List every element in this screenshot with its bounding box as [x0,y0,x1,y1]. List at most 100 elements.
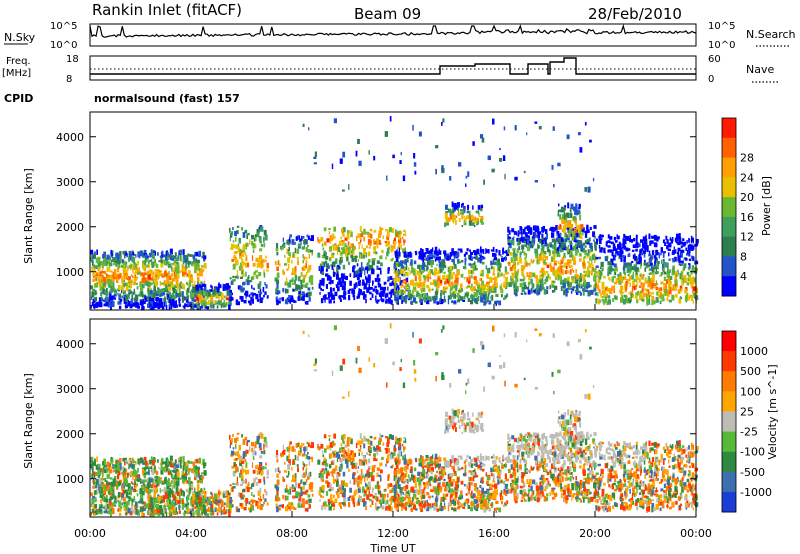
power-cell [691,276,694,279]
power-cell [536,227,539,232]
power-cell [473,276,477,281]
power-cell [301,291,305,296]
power-cell [130,264,134,269]
velocity-cell [132,482,134,485]
power-cell [481,284,484,288]
power-cell [198,250,202,256]
power-cell [522,282,527,286]
power-cell [202,251,205,258]
velocity-cell [174,459,177,464]
velocity-cell [116,485,119,489]
power-cell [163,280,166,287]
power-cell [587,261,590,264]
power-cell [132,252,135,255]
power-cell [534,237,536,242]
power-cell [531,260,534,263]
power-cell [486,269,490,274]
power-cell [614,282,617,285]
power-cell [140,291,144,297]
power-cell [560,208,565,213]
velocity-cell [128,459,131,464]
power-cell [642,246,646,249]
power-cell [349,280,352,286]
power-cell [545,262,548,266]
power-cell [551,280,555,285]
power-cell [224,304,227,308]
velocity-cell [193,467,196,471]
power-cell [582,288,586,292]
velocity-cell [170,489,173,492]
power-cell [174,266,178,273]
power-cell [631,287,634,293]
power-cell [123,294,127,298]
power-cell [418,272,421,279]
velocity-cell [145,487,149,493]
velocity-cell [105,508,108,514]
velocity-cell [134,501,137,508]
power-cell [559,242,561,247]
velocity-cell [181,499,184,505]
power-cell [373,155,376,161]
power-cell [524,286,527,289]
power-cell [443,281,447,285]
power-cell [574,235,577,239]
power-cell [401,299,404,304]
power-cell [124,252,128,256]
power-cell [557,247,560,251]
power-cell [403,251,407,258]
power-cell [491,294,494,301]
power-cell [487,293,490,297]
velocity-cell [171,500,174,506]
power-cell [139,287,144,292]
power-cell [490,260,493,266]
power-cell [555,237,559,240]
power-cell [139,300,144,306]
power-cell [118,255,121,259]
power-cell [460,296,464,301]
velocity-cell [174,462,177,465]
velocity-cell [107,482,111,485]
power-cell [171,278,175,282]
power-cell [451,300,454,304]
power-cell [325,260,328,264]
power-cell [663,276,666,281]
power-cell [611,263,615,266]
velocity-cell [171,505,174,510]
power-cell [424,278,427,282]
power-cell [264,234,268,241]
power-cell [343,273,345,279]
power-cell [584,249,587,253]
power-cell [92,278,95,282]
power-cell [453,293,456,299]
power-cell [467,204,470,209]
power-cell [186,295,190,299]
power-cell [302,295,305,301]
power-cell [603,294,605,298]
power-cell [395,258,399,262]
power-cell [100,270,103,274]
power-cell [289,300,292,304]
power-cell [287,249,289,254]
velocity-cell [167,491,171,494]
power-cell [518,242,522,245]
power-cell [359,290,362,296]
power-cell [180,283,184,287]
power-cell [116,267,120,273]
velocity-cell [153,499,156,505]
power-cell [441,165,444,171]
power-cell [232,227,234,230]
power-cell [355,274,358,278]
power-cell [661,259,663,264]
power-cell [293,300,297,303]
power-cell [619,247,623,253]
velocity-cell [181,471,184,476]
power-cell [643,252,646,258]
power-cell [660,281,664,285]
power-cell [461,225,464,227]
power-cell [239,295,243,300]
velocity-cell [163,507,165,514]
power-cell [500,254,502,257]
velocity-cell [179,477,182,480]
velocity-cell [165,491,168,497]
power-cell [506,251,510,257]
